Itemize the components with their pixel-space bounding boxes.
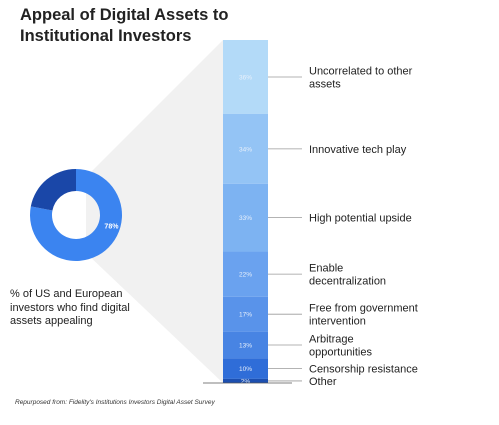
chart-title: Appeal of Digital Assets to Institutiona…	[20, 6, 229, 45]
source-note: Repurposed from: Fidelity's Institutions…	[15, 399, 215, 406]
category-label: Enable decentralization	[309, 263, 386, 288]
donut-slice-label: 78%	[104, 224, 119, 231]
category-label: Free from government intervention	[309, 303, 418, 328]
bar-value-label: 10%	[239, 366, 252, 373]
bar-segment	[223, 183, 268, 252]
bar-value-label: 13%	[239, 343, 252, 350]
bar-segment	[223, 251, 268, 297]
donut-slice	[29, 169, 123, 261]
category-label: Innovative tech play	[309, 144, 407, 156]
bar-segment	[223, 358, 268, 379]
donut-caption: % of US and European investors who find …	[10, 288, 130, 327]
bar-segment	[223, 40, 268, 114]
bar-segment	[223, 296, 268, 332]
category-label: Uncorrelated to other assets	[309, 65, 413, 90]
bar-value-label: 2%	[241, 378, 251, 385]
category-label: Other	[309, 376, 337, 388]
bar-value-label: 33%	[239, 215, 252, 222]
bar-value-label: 34%	[239, 146, 252, 153]
category-label: Censorship resistance	[309, 364, 418, 376]
category-label: High potential upside	[309, 213, 412, 225]
category-label: Arbitrage opportunities	[309, 334, 372, 359]
bar-value-label: 17%	[239, 312, 252, 319]
bar-value-label: 22%	[239, 272, 252, 279]
donut-slice	[30, 169, 76, 211]
bar-segment	[223, 331, 268, 359]
projection-wedge	[86, 40, 223, 383]
bar-segment	[223, 378, 268, 383]
bar-segment	[223, 113, 268, 184]
bar-value-label: 36%	[239, 74, 252, 81]
